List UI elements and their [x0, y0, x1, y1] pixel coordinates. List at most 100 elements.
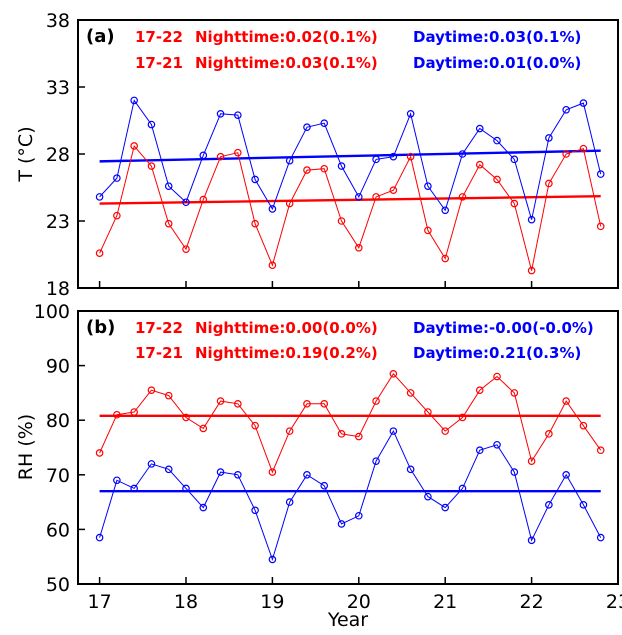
panel-a-data-point [95, 193, 104, 201]
panel-b-y-tick-label: 70 [46, 465, 70, 487]
panel-b-data-point [545, 501, 553, 509]
panel-a-data-point [337, 217, 346, 225]
panel-a-data-point [182, 245, 190, 253]
panel-a-y-tick-label: 38 [46, 10, 70, 32]
panel-a-label: (a) [86, 26, 115, 47]
panel-b-data-point [372, 457, 380, 465]
panel-b-data-point [303, 400, 311, 408]
panel-a-data-point [113, 211, 121, 220]
panel-b-data-point [268, 468, 277, 476]
panel-a-data-point [596, 222, 605, 231]
panel-b-data-point [389, 427, 398, 435]
panel-a-y-tick-label: 33 [46, 77, 70, 99]
panel-b-x-tick-label: 18 [174, 591, 198, 613]
panel-b-data-point [182, 484, 190, 493]
panel-a-data-point [441, 254, 450, 263]
panel-b-data-point [130, 408, 138, 416]
panel-b-data-point [199, 503, 208, 512]
panel-b-data-point [441, 503, 450, 512]
panel-b-label: (b) [86, 317, 115, 338]
panel-a-data-point [354, 193, 363, 201]
panel-a-y-tick-label: 18 [46, 278, 70, 300]
panel-a-trend-line [99, 149, 601, 163]
panel-b-data-point [493, 440, 501, 449]
panel-a-data-point [372, 155, 380, 164]
panel-b-data-point [406, 465, 415, 474]
panel-a-data-point [95, 249, 104, 257]
panel-b-annotation-night-2: Nighttime:0.19(0.2%) [195, 344, 378, 362]
panel-b-x-tick-label: 23 [606, 591, 622, 613]
panel-b-data-point [562, 397, 570, 405]
panel-a-data-point [458, 193, 467, 201]
panel-b-trend-lines [99, 414, 601, 493]
panel-a-annotation-night-2: Nighttime:0.03(0.1%) [195, 54, 378, 72]
panel-a-data-point [285, 199, 294, 208]
panel-b-data-point [424, 492, 432, 501]
panel-a-series [95, 96, 605, 275]
panel-b-data-point [130, 484, 138, 493]
panel-a-data-point [389, 186, 398, 194]
panel-a-data-point [182, 198, 190, 207]
panel-b-data-point [95, 533, 104, 542]
panel-a-data-point [493, 175, 501, 184]
panel-b-data-point [475, 446, 484, 455]
panel-b-annotation-period-2: 17-21 [135, 344, 183, 362]
panel-b-data-point [406, 389, 415, 397]
panel-a-data-point [354, 244, 363, 252]
panel-a-annotation-day-1: Daytime:0.03(0.1%) [413, 28, 581, 46]
panel-b-data-point [458, 413, 467, 422]
panel-a-data-point [164, 219, 173, 228]
panel-b-data-point [147, 386, 156, 394]
panel-b-data-point [113, 476, 121, 485]
panel-a-trend-lines [99, 149, 601, 205]
panel-a-data-point [406, 110, 415, 118]
panel-a-data-point [113, 174, 121, 182]
panel-a-y-tick-label: 23 [46, 211, 70, 233]
panel-a-data-point [545, 134, 553, 142]
panel-a-temperature: 18 23 28 33 38 (a) 17-22 Nighttime:0.02(0.1%… [15, 10, 619, 300]
panel-b-data-point [372, 397, 380, 405]
panel-b-y-label: RH (%) [15, 414, 37, 480]
panel-a-data-point [475, 124, 484, 133]
panel-b-data-point [493, 372, 501, 381]
panel-a-data-point [199, 151, 208, 160]
panel-a-data-point [458, 150, 467, 158]
panel-b-data-point [337, 520, 346, 528]
panel-a-data-point [372, 193, 380, 201]
panel-a-data-point [216, 110, 225, 118]
panel-a-data-point [320, 164, 329, 173]
panel-b-humidity: 50 60 70 80 90 100 17 18 19 20 21 22 23 (b) 17-22 N… [15, 301, 622, 631]
panel-b-frame [77, 310, 619, 585]
panel-b-data-point [475, 386, 484, 394]
panel-b-y-tick-label: 50 [46, 574, 70, 596]
panel-b-x-tick-label: 20 [347, 591, 371, 613]
panel-b-data-point [216, 397, 225, 405]
panel-b-data-point [545, 430, 553, 438]
panel-a-data-point [251, 219, 259, 228]
panel-b-data-point [510, 468, 519, 476]
panel-a-data-point [234, 111, 242, 119]
panel-b-data-point [354, 432, 363, 441]
panel-a-data-point [527, 266, 536, 275]
panel-b-data-point [95, 449, 104, 457]
panel-a-annotation-night-1: Nighttime:0.02(0.1%) [195, 28, 378, 46]
panel-b-data-point [268, 555, 277, 564]
panel-a-data-point [337, 162, 346, 170]
panel-b-data-point [424, 408, 432, 416]
panel-b-data-point [389, 369, 398, 378]
panel-a-data-point [303, 166, 311, 174]
panel-b-y-tick-label: 80 [46, 410, 70, 432]
panel-b-x-ticks: 17 18 19 20 21 22 23 [88, 577, 622, 613]
panel-b-y-tick-label: 100 [34, 301, 70, 323]
panel-b-x-tick-label: 19 [260, 591, 284, 613]
panel-b-annotation-day-1: Daytime:-0.00(-0.0%) [413, 319, 594, 337]
panel-b-annotation-period-1: 17-22 [135, 319, 183, 337]
panel-b-data-point [147, 460, 156, 468]
panel-b-data-point [337, 430, 346, 438]
panel-b-data-point [458, 484, 467, 493]
panel-a-y-ticks: 18 23 28 33 38 [46, 10, 85, 300]
panel-a-data-point [562, 150, 570, 158]
panel-b-data-point [441, 427, 450, 435]
panel-a-data-point [320, 119, 329, 127]
